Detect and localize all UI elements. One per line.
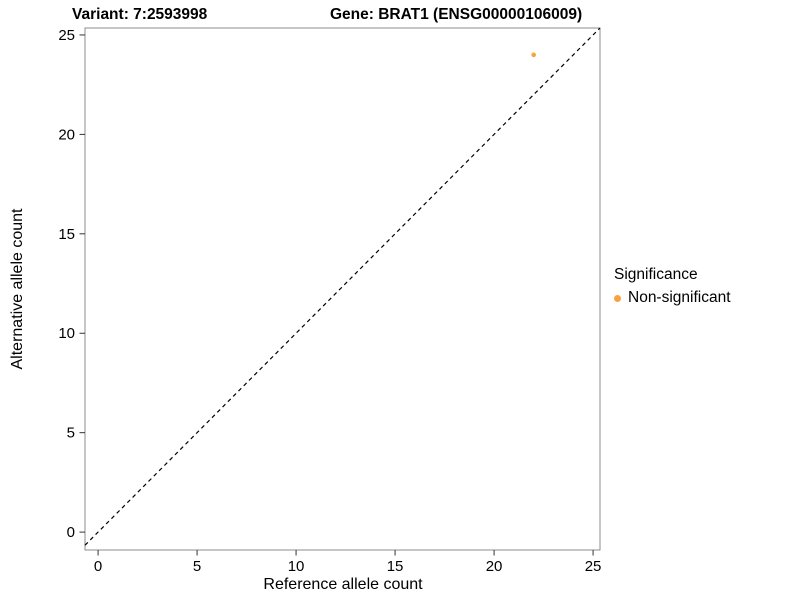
x-tick-label: 10	[288, 558, 305, 575]
x-tick-label: 15	[387, 558, 404, 575]
chart-title-gene: Gene: BRAT1 (ENSG00000106009)	[330, 6, 582, 23]
y-tick-label: 15	[58, 226, 75, 243]
x-tick-label: 5	[193, 558, 201, 575]
plot-panel-border	[84, 27, 601, 551]
y-tick-label: 20	[58, 126, 75, 143]
legend-point-icon	[614, 294, 621, 302]
x-tick-label: 25	[585, 558, 602, 575]
legend-entry: Non-significant	[614, 289, 731, 307]
x-tick-label: 20	[486, 558, 503, 575]
legend: Significance Non-significant	[614, 266, 731, 307]
y-axis-title: Alternative allele count	[9, 208, 26, 370]
y-tick-label: 0	[67, 524, 75, 541]
legend-title: Significance	[614, 266, 698, 283]
legend-entry-label: Non-significant	[628, 289, 731, 306]
chart-title-variant: Variant: 7:2593998	[72, 6, 208, 23]
y-tick-label: 25	[58, 27, 75, 44]
chart-generated-layer: 0 5 10 15 20 25 0 5 10 15 20 25	[58, 27, 601, 575]
y-tick-label: 5	[67, 425, 75, 442]
y-tick-label: 10	[58, 325, 75, 342]
x-tick-label: 0	[94, 558, 102, 575]
identity-line	[84, 27, 601, 546]
data-point	[531, 52, 536, 58]
x-axis-title: Reference allele count	[263, 576, 423, 593]
